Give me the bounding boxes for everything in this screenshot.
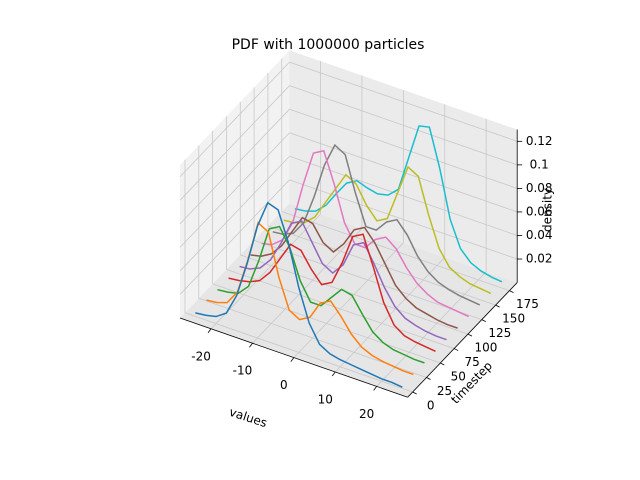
grid-line xyxy=(179,156,290,272)
x-tick-label: -20 xyxy=(191,349,211,363)
grid-line xyxy=(289,155,518,236)
tick-mark xyxy=(249,342,253,348)
series-line xyxy=(195,201,403,388)
grid-line xyxy=(179,85,290,201)
series-line xyxy=(250,216,458,329)
grid-line xyxy=(179,108,290,225)
series-line xyxy=(228,233,436,352)
grid-line xyxy=(179,61,290,178)
x-tick-label: 20 xyxy=(359,407,374,421)
z-tick-label: 0.12 xyxy=(526,134,553,148)
y-tick-label: 25 xyxy=(437,384,452,398)
y-tick-label: 50 xyxy=(451,370,466,384)
grid-line xyxy=(281,211,510,292)
grid-line xyxy=(289,61,518,142)
y-tick-label: 150 xyxy=(502,312,525,326)
grid-line xyxy=(289,85,518,166)
tick-mark xyxy=(467,333,473,337)
tick-mark xyxy=(495,304,500,308)
series-line xyxy=(272,143,481,306)
tick-mark xyxy=(509,290,514,294)
y-tick-label: 125 xyxy=(488,326,511,340)
y-tick-label: 175 xyxy=(516,297,539,311)
tick-mark xyxy=(290,357,295,362)
x-axis-line xyxy=(179,317,408,398)
tick-mark xyxy=(481,319,486,322)
grid-line xyxy=(179,179,290,295)
series-line xyxy=(261,149,470,318)
grid-line xyxy=(293,242,404,358)
grid-line xyxy=(267,225,496,306)
grid-line xyxy=(212,283,441,364)
z-tick-label: 0.08 xyxy=(526,181,553,195)
z-tick-label: 0.04 xyxy=(526,228,553,242)
z-axis-label: density xyxy=(541,188,555,232)
grid-line xyxy=(289,179,518,260)
x-tick-label: 10 xyxy=(318,393,333,407)
series-line xyxy=(217,225,425,364)
tick-mark xyxy=(331,371,336,377)
y-tick-label: 75 xyxy=(465,355,480,369)
tick-mark xyxy=(440,362,445,366)
tick-mark xyxy=(426,377,431,380)
y-tick-label: 0 xyxy=(427,398,435,412)
grid-line xyxy=(179,132,290,248)
grid-line xyxy=(252,228,363,344)
tick-mark xyxy=(207,328,212,334)
tick-mark xyxy=(412,391,417,395)
grid-line xyxy=(240,254,469,335)
grid-line xyxy=(210,213,321,330)
y-tick-label: 100 xyxy=(475,341,498,355)
grid-line xyxy=(289,108,518,189)
z-tick-label: 0.06 xyxy=(526,204,553,218)
x-tick-label: -10 xyxy=(233,364,253,378)
left-pane xyxy=(180,50,290,318)
z-tick-label: 0.1 xyxy=(530,157,549,171)
x-tick-label: 0 xyxy=(280,378,288,392)
tick-mark xyxy=(453,348,459,351)
series-line xyxy=(283,165,492,295)
grid-line xyxy=(226,268,455,349)
tick-mark xyxy=(373,386,377,391)
y-axis-line xyxy=(407,282,518,398)
z-tick-label: 0.02 xyxy=(526,252,553,266)
x-axis-label: values xyxy=(227,405,268,430)
grid-line xyxy=(184,312,413,393)
chart-title: PDF with 1000000 particles xyxy=(232,37,425,53)
